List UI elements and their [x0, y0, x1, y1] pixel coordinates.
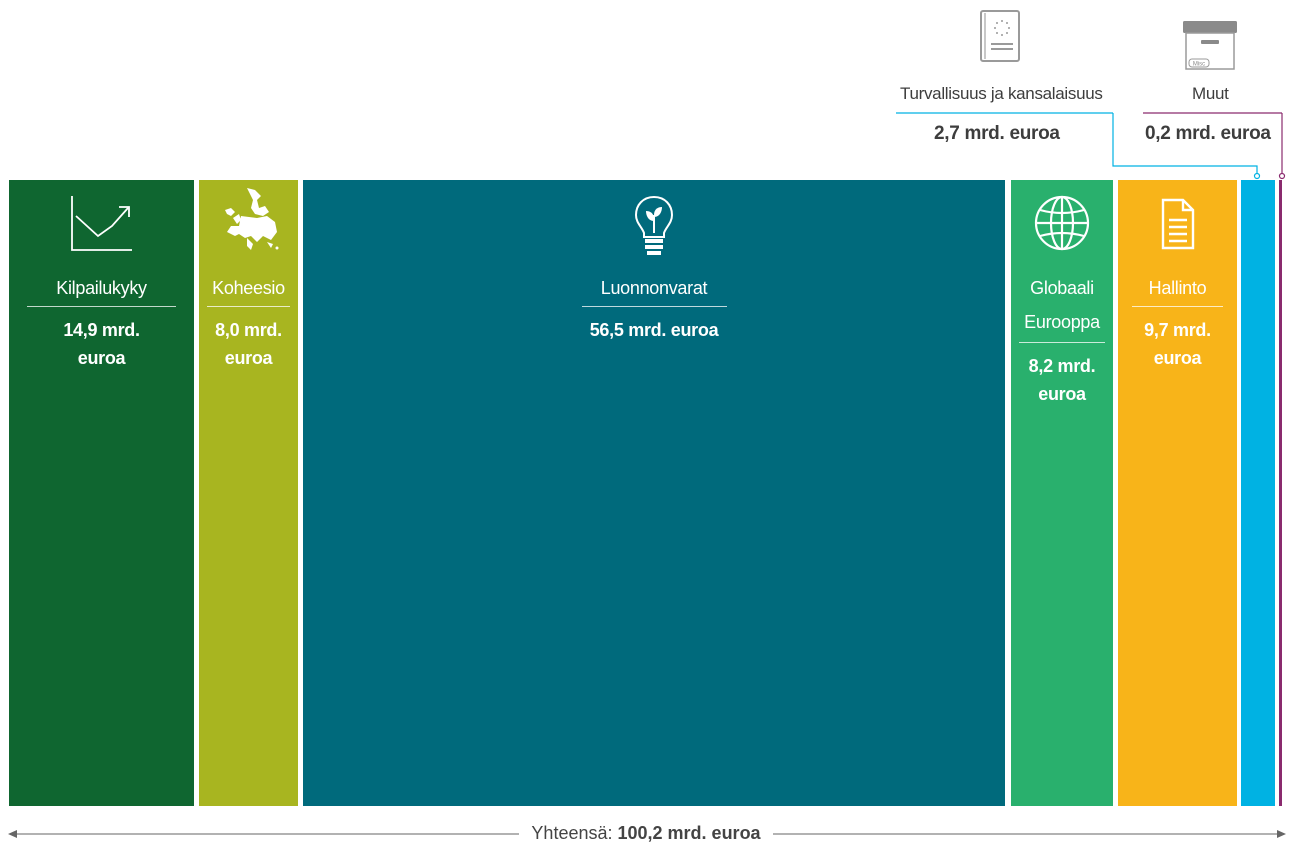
segment-name: Kilpailukyky	[56, 278, 147, 298]
segment-amount-line1: 56,5 mrd. euroa	[589, 320, 719, 340]
segment-amount-line1: 9,7 mrd.	[1144, 320, 1211, 340]
segment-name-line1: Globaali	[1030, 278, 1094, 298]
lightbulb-sprout-icon	[634, 195, 674, 255]
segment-amount-line2: euroa	[1038, 384, 1086, 404]
segment-globaali: Globaali Eurooppa 8,2 mrd. euroa	[1011, 180, 1113, 806]
archive-box-icon: Misc	[1183, 21, 1237, 70]
segment-turvallisuus	[1241, 180, 1275, 806]
segment-amount-line1: 14,9 mrd.	[63, 320, 140, 340]
total-arrow-right-head	[1277, 830, 1286, 838]
turvallisuus-connector-dot	[1253, 172, 1261, 180]
segment-luonnonvarat: Luonnonvarat 56,5 mrd. euroa	[303, 180, 1005, 806]
trend-chart-icon	[70, 196, 132, 251]
segment-divider	[1132, 306, 1223, 307]
segment-amount-line2: euroa	[77, 348, 126, 368]
muut-amount: 0,2 mrd. euroa	[1145, 123, 1271, 144]
muut-name: Muut	[1192, 84, 1229, 103]
segment-divider	[1019, 342, 1105, 343]
passport-icon	[980, 10, 1020, 62]
document-icon	[1161, 198, 1194, 250]
segment-koheesio: Koheesio 8,0 mrd. euroa	[199, 180, 298, 806]
segment-amount-line1: 8,0 mrd.	[215, 320, 282, 340]
muut-connector-dot	[1278, 172, 1286, 180]
total-text: Yhteensä: 100,2 mrd. euroa	[519, 823, 773, 843]
europe-map-icon	[224, 188, 278, 250]
total-arrow-left-head	[8, 830, 17, 838]
segment-muut	[1279, 180, 1282, 806]
segment-divider	[27, 306, 176, 307]
segment-divider	[582, 306, 727, 307]
segment-kilpailukyky: Kilpailukyky 14,9 mrd. euroa	[9, 180, 194, 806]
turvallisuus-connector	[1112, 113, 1258, 174]
segment-name: Luonnonvarat	[600, 278, 708, 298]
segment-name: Hallinto	[1148, 278, 1207, 298]
segment-amount-line1: 8,2 mrd.	[1028, 356, 1096, 376]
segment-name-line2: Eurooppa	[1024, 312, 1100, 332]
globe-icon	[1034, 195, 1090, 251]
turvallisuus-amount: 2,7 mrd. euroa	[934, 123, 1060, 144]
segment-hallinto: Hallinto 9,7 mrd. euroa	[1118, 180, 1237, 806]
segment-amount-line2: euroa	[224, 348, 273, 368]
segment-name: Koheesio	[212, 278, 285, 298]
segment-amount-line2: euroa	[1153, 348, 1202, 368]
segment-divider	[207, 306, 290, 307]
total-label-row: Yhteensä: 100,2 mrd. euroa	[0, 820, 1292, 846]
total-value: 100,2 mrd. euroa	[617, 823, 761, 843]
archive-box-label: Misc	[1193, 62, 1205, 68]
total-label: Yhteensä:	[531, 823, 613, 843]
turvallisuus-name: Turvallisuus ja kansalaisuus	[900, 84, 1103, 103]
